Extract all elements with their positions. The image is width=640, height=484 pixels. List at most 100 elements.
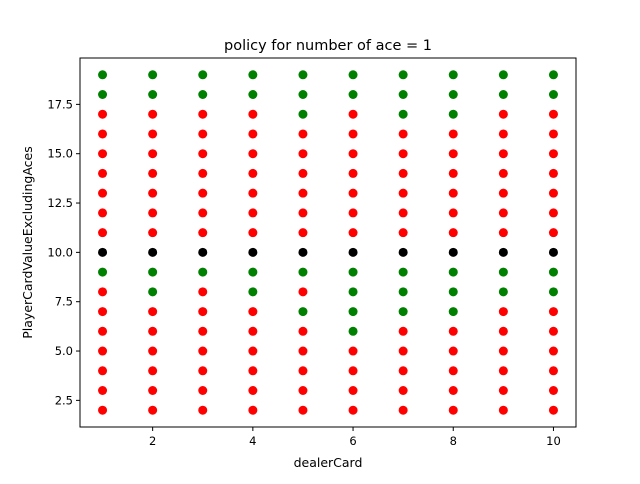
data-point (348, 188, 358, 198)
data-point (498, 307, 508, 317)
data-point (398, 247, 408, 257)
data-point (448, 208, 458, 218)
data-point (548, 346, 558, 356)
data-point (98, 90, 108, 100)
data-point (148, 307, 158, 317)
data-point (448, 287, 458, 297)
data-point (548, 149, 558, 159)
data-point (498, 267, 508, 277)
data-point (498, 385, 508, 395)
data-point (398, 287, 408, 297)
data-point (448, 267, 458, 277)
data-point (248, 90, 258, 100)
data-point (348, 326, 358, 336)
data-point (198, 129, 208, 139)
y-tick-label: 5.0 (55, 344, 73, 358)
data-point (248, 208, 258, 218)
data-point (498, 109, 508, 119)
data-point (448, 168, 458, 178)
data-point (348, 287, 358, 297)
data-point (298, 326, 308, 336)
data-point (148, 346, 158, 356)
data-point (448, 307, 458, 317)
data-point (498, 287, 508, 297)
x-axis-label: dealerCard (294, 455, 363, 470)
x-tick-label: 10 (546, 434, 561, 448)
y-tick-label: 7.5 (55, 295, 73, 309)
data-point (348, 149, 358, 159)
data-point (398, 346, 408, 356)
data-point (98, 168, 108, 178)
data-point (498, 129, 508, 139)
data-point (298, 346, 308, 356)
data-point (448, 247, 458, 257)
data-point (398, 90, 408, 100)
data-point (248, 247, 258, 257)
data-point (198, 109, 208, 119)
data-point (248, 188, 258, 198)
data-point (398, 188, 408, 198)
data-point (548, 385, 558, 395)
data-point (148, 149, 158, 159)
data-point (148, 287, 158, 297)
data-point (198, 366, 208, 376)
data-point (398, 307, 408, 317)
data-point (198, 188, 208, 198)
data-point (298, 70, 308, 80)
data-point (448, 90, 458, 100)
data-point (198, 168, 208, 178)
data-point (198, 267, 208, 277)
data-point (148, 267, 158, 277)
data-point (248, 405, 258, 415)
data-point (148, 405, 158, 415)
data-point (548, 70, 558, 80)
data-point (98, 267, 108, 277)
data-point (98, 149, 108, 159)
data-point (498, 326, 508, 336)
data-point (348, 346, 358, 356)
data-point (498, 70, 508, 80)
data-point (348, 385, 358, 395)
data-point (298, 405, 308, 415)
data-point (548, 366, 558, 376)
data-point (548, 228, 558, 238)
data-point (298, 385, 308, 395)
data-point (498, 247, 508, 257)
data-point (148, 208, 158, 218)
data-point (248, 267, 258, 277)
points-layer (98, 70, 558, 415)
data-point (198, 70, 208, 80)
data-point (548, 267, 558, 277)
data-point (498, 188, 508, 198)
x-tick-label: 6 (349, 434, 356, 448)
data-point (498, 346, 508, 356)
data-point (498, 366, 508, 376)
data-point (348, 70, 358, 80)
data-point (498, 149, 508, 159)
data-point (398, 129, 408, 139)
data-point (448, 346, 458, 356)
chart-title: policy for number of ace = 1 (224, 38, 432, 54)
data-point (248, 228, 258, 238)
data-point (298, 149, 308, 159)
data-point (348, 129, 358, 139)
data-point (298, 208, 308, 218)
data-point (148, 366, 158, 376)
data-point (98, 307, 108, 317)
data-point (298, 267, 308, 277)
data-point (448, 129, 458, 139)
data-point (98, 208, 108, 218)
data-point (398, 228, 408, 238)
data-point (348, 267, 358, 277)
data-point (148, 385, 158, 395)
data-point (548, 109, 558, 119)
data-point (548, 129, 558, 139)
data-point (398, 405, 408, 415)
data-point (148, 326, 158, 336)
data-point (348, 405, 358, 415)
data-point (248, 287, 258, 297)
data-point (498, 405, 508, 415)
data-point (398, 70, 408, 80)
data-point (198, 405, 208, 415)
data-point (248, 129, 258, 139)
